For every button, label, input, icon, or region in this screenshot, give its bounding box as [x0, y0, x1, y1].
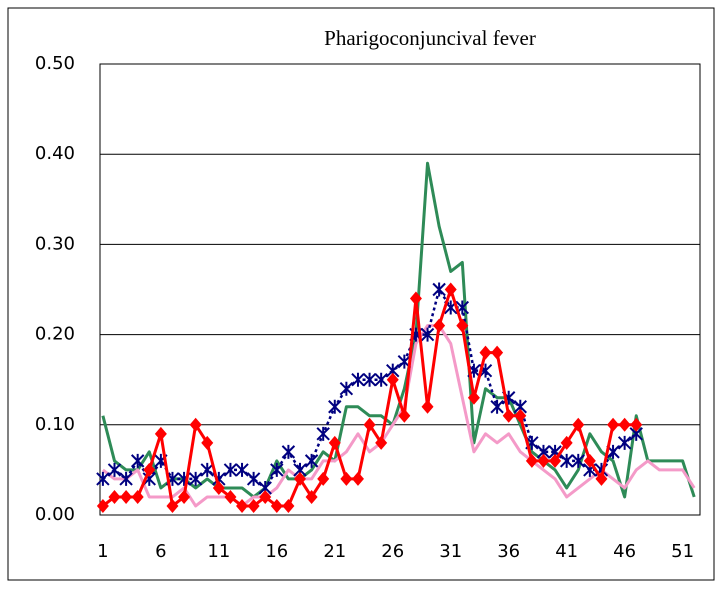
asterisk-marker — [339, 381, 354, 396]
asterisk-marker — [490, 399, 504, 414]
diamond-marker — [108, 489, 121, 504]
asterisk-marker — [351, 372, 365, 387]
asterisk-marker — [304, 453, 319, 468]
diamond-marker — [595, 471, 608, 486]
asterisk-marker — [246, 471, 261, 486]
diamond-marker — [409, 291, 422, 306]
asterisk-marker — [223, 462, 238, 477]
y-tick-label: 0.30 — [35, 233, 75, 254]
diamond-marker — [549, 453, 562, 468]
diamond-marker — [502, 408, 515, 423]
diamond-marker — [178, 489, 191, 504]
y-tick-label: 0.40 — [35, 143, 75, 164]
asterisk-marker — [96, 471, 110, 486]
diamond-marker — [583, 453, 596, 468]
diamond-marker — [294, 471, 306, 486]
diamond-marker — [479, 345, 492, 360]
diamond-marker — [363, 417, 376, 432]
y-tick-label: 0.50 — [35, 53, 75, 74]
chart-title: Pharigoconjuncival fever — [324, 26, 536, 50]
diamond-marker — [305, 489, 318, 504]
diamond-marker — [433, 318, 446, 333]
asterisk-marker — [107, 462, 122, 477]
x-tick-label: 21 — [323, 541, 346, 562]
asterisk-marker — [617, 435, 632, 450]
diamond-marker — [467, 390, 480, 405]
diamond-marker — [456, 318, 469, 333]
diamond-marker — [618, 417, 631, 432]
diamond-marker — [340, 471, 353, 486]
diamond-marker — [236, 498, 249, 513]
diamond-marker — [317, 471, 330, 486]
diamond-marker — [386, 372, 399, 387]
diamond-marker — [201, 435, 214, 450]
diamond-marker — [143, 462, 156, 477]
asterisk-marker — [119, 471, 133, 486]
diamond-marker — [572, 417, 585, 432]
x-tick-label: 36 — [497, 541, 520, 562]
diamond-marker — [514, 408, 527, 423]
diamond-marker — [96, 498, 109, 513]
asterisk-marker — [374, 372, 388, 387]
diamond-marker — [560, 435, 573, 450]
x-tick-label: 51 — [671, 541, 694, 562]
asterisk-marker — [270, 462, 284, 477]
asterisk-marker — [130, 453, 145, 468]
diamond-marker — [607, 417, 620, 432]
diamond-marker — [351, 471, 364, 486]
asterisk-marker — [559, 453, 574, 468]
diamond-marker — [212, 480, 225, 495]
plot-area — [99, 63, 701, 516]
diamond-marker — [259, 489, 272, 504]
asterisk-marker — [200, 462, 214, 477]
asterisk-marker — [316, 426, 330, 441]
asterisk-marker — [281, 444, 296, 459]
asterisk-marker — [188, 471, 203, 486]
diamond-marker — [224, 489, 237, 504]
x-tick-label: 6 — [155, 541, 166, 562]
x-tick-label: 41 — [555, 541, 578, 562]
x-tick-label: 26 — [381, 541, 404, 562]
asterisk-marker — [362, 372, 377, 387]
diamond-marker — [282, 498, 295, 513]
asterisk-marker — [235, 462, 249, 477]
diamond-marker — [491, 345, 504, 360]
y-tick-label: 0.20 — [35, 324, 75, 345]
diamond-marker — [421, 399, 434, 414]
diamond-marker — [247, 498, 260, 513]
asterisk-marker — [420, 327, 435, 342]
x-tick-label: 31 — [439, 541, 462, 562]
y-tick-label: 0.00 — [35, 504, 75, 525]
asterisk-marker — [328, 399, 342, 414]
diamond-marker — [270, 498, 283, 513]
diamond-marker — [375, 435, 388, 450]
diamond-marker — [166, 498, 179, 513]
diamond-marker — [120, 489, 133, 504]
diamond-marker — [131, 489, 144, 504]
diamond-marker — [444, 282, 457, 297]
diamond-marker — [189, 417, 202, 432]
diamond-marker — [154, 426, 167, 441]
diamond-marker — [630, 417, 643, 432]
asterisk-marker — [432, 282, 446, 297]
y-tick-label: 0.10 — [35, 414, 75, 435]
asterisk-marker — [571, 453, 585, 468]
x-tick-label: 11 — [207, 541, 230, 562]
x-tick-label: 16 — [265, 541, 288, 562]
diamond-marker — [537, 453, 550, 468]
x-tick-label: 46 — [613, 541, 636, 562]
diamond-marker — [328, 435, 341, 450]
x-tick-label: 1 — [97, 541, 108, 562]
diamond-marker — [398, 408, 411, 423]
diamond-marker — [525, 453, 538, 468]
